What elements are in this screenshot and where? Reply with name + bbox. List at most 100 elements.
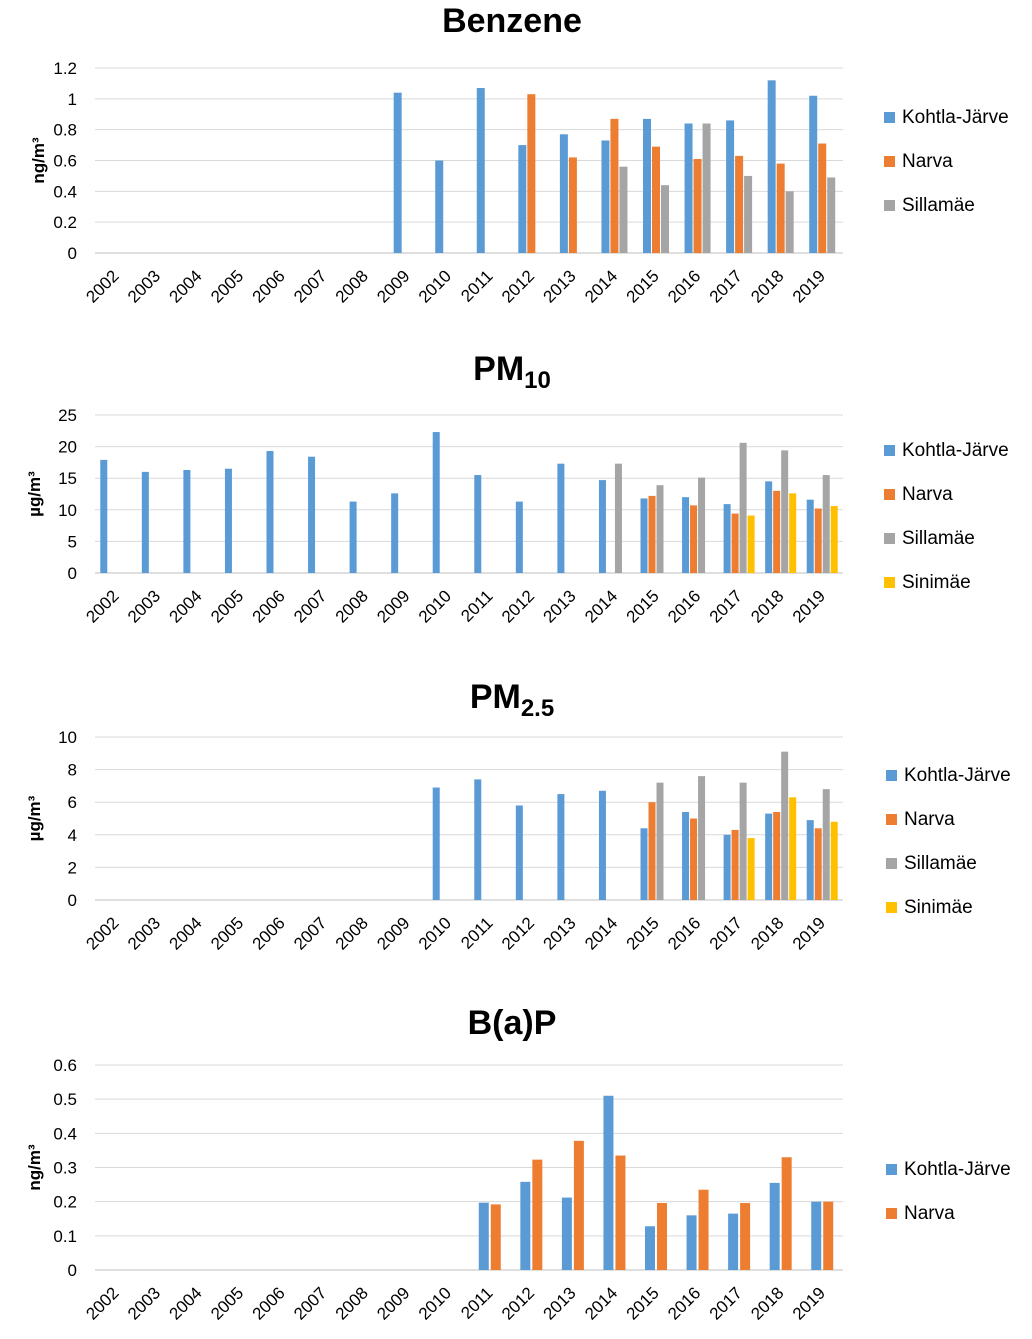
legend-swatch-narva	[884, 489, 895, 500]
bar-kohtla-j-rve-2010	[435, 160, 444, 253]
y-tick-label: 2	[68, 858, 77, 877]
x-tick-label: 2006	[249, 913, 289, 953]
x-tick-label: 2008	[332, 266, 372, 306]
bar-narva-2017	[735, 155, 744, 253]
x-tick-label: 2010	[415, 913, 455, 953]
y-tick-label: 0	[68, 244, 77, 263]
x-tick-label: 2002	[82, 1283, 122, 1323]
bar-kohtla-j-rve-2011	[474, 779, 482, 900]
bar-kohtla-j-rve-2011	[478, 1202, 489, 1270]
x-tick-label: 2014	[581, 913, 621, 953]
bar-kohtla-j-rve-2009	[393, 92, 402, 254]
bar-kohtla-j-rve-2013	[561, 1197, 572, 1270]
x-tick-label: 2010	[415, 1283, 455, 1323]
bar-kohtla-j-rve-2013	[557, 794, 565, 900]
bar-sillam-e-2014	[619, 166, 628, 253]
bar-kohtla-j-rve-2011	[474, 475, 482, 573]
bar-narva-2013	[573, 1140, 584, 1270]
x-tick-label: 2008	[332, 1283, 372, 1323]
y-tick-label: 0.2	[53, 213, 77, 232]
bar-narva-2019	[818, 143, 827, 253]
x-tick-label: 2015	[623, 1283, 663, 1323]
legend-swatch-kohtla-j-rve	[884, 112, 895, 123]
bar-sinim-e-2019	[830, 821, 838, 900]
x-tick-label: 2003	[124, 913, 164, 953]
y-tick-label: 1	[68, 90, 77, 109]
bar-narva-2016	[698, 1189, 709, 1270]
x-tick-label: 2019	[789, 266, 829, 306]
y-tick-label: 0	[68, 891, 77, 910]
bar-kohtla-j-rve-2015	[643, 118, 651, 253]
bar-kohtla-j-rve-2019	[809, 95, 818, 253]
x-tick-label: 2004	[166, 913, 206, 953]
chart-panel-pm10: PM10 0 5 10 15 20 25 µg/m³ 2002 2003 2004 2005 2006 2…	[0, 335, 1032, 665]
y-tick-label: 0.3	[53, 1159, 77, 1178]
bar-kohtla-j-rve-2014	[598, 790, 606, 900]
x-tick-label: 2015	[623, 586, 663, 626]
legend-swatch-sillam-e	[884, 533, 895, 544]
x-tick-label: 2009	[373, 1283, 413, 1323]
x-tick-label: 2006	[249, 1283, 289, 1323]
x-tick-label: 2012	[498, 266, 538, 306]
x-tick-label: 2005	[207, 913, 247, 953]
x-tick-label: 2011	[457, 913, 496, 952]
y-tick-label: 0.1	[53, 1227, 77, 1246]
legend-swatch-sinim-e	[886, 902, 897, 913]
x-tick-label: 2016	[664, 266, 704, 306]
x-tick-label: 2002	[82, 913, 122, 953]
bar-kohtla-j-rve-2018	[765, 813, 773, 900]
bar-narva-2017	[731, 829, 739, 900]
chart-title-pm10: PM10	[473, 350, 551, 394]
bar-kohtla-j-rve-2016	[686, 1215, 697, 1270]
y-tick-label: 10	[58, 728, 77, 747]
y-tick-label: 25	[58, 406, 77, 425]
chart-title-benzene: Benzene	[442, 2, 582, 40]
bar-sillam-e-2018	[781, 751, 789, 900]
y-tick-label: 1.2	[53, 59, 77, 78]
x-tick-label: 2003	[124, 1283, 164, 1323]
x-tick-label: 2017	[706, 266, 746, 306]
bar-sillam-e-2015	[656, 782, 664, 900]
chart-title-subscript-pm25: 2.5	[521, 695, 554, 722]
x-tick-label: 2018	[747, 586, 787, 626]
x-tick-label: 2003	[124, 586, 164, 626]
bar-narva-2018	[776, 163, 785, 253]
bar-kohtla-j-rve-2016	[682, 497, 690, 573]
bar-kohtla-j-rve-2018	[765, 481, 773, 573]
x-tick-label: 2013	[540, 586, 580, 626]
x-tick-label: 2006	[249, 266, 289, 306]
bar-narva-2014	[610, 118, 619, 253]
legend-swatch-narva	[886, 814, 897, 825]
legend-label-narva: Narva	[902, 151, 953, 172]
x-tick-label: 2012	[498, 1283, 538, 1323]
chart-title-subscript-pm10: 10	[524, 367, 551, 394]
x-tick-label: 2007	[290, 266, 330, 306]
legend-label-narva: Narva	[902, 484, 953, 505]
y-tick-label: 20	[58, 438, 77, 457]
y-tick-label: 4	[68, 826, 77, 845]
bar-kohtla-j-rve-2010	[432, 787, 440, 900]
bar-narva-2012	[532, 1159, 543, 1270]
x-tick-label: 2012	[498, 586, 538, 626]
legend-label-sillam-e: Sillamäe	[904, 853, 977, 874]
chart-panel-bap: B(a)P 0 0.1 0.2 0.3 0.4 0.5 0.6 ng/m³ 2002 2003 200…	[0, 995, 1032, 1339]
x-tick-label: 2004	[166, 266, 206, 306]
x-tick-label: 2016	[664, 913, 704, 953]
y-tick-label: 8	[68, 761, 77, 780]
x-tick-label: 2005	[207, 1283, 247, 1323]
bar-sillam-e-2015	[656, 485, 664, 573]
y-tick-label: 0.4	[53, 182, 77, 201]
bar-sillam-e-2016	[698, 477, 706, 573]
bar-kohtla-j-rve-2015	[640, 498, 648, 573]
legend-swatch-kohtla-j-rve	[884, 445, 895, 456]
bar-kohtla-j-rve-2018	[769, 1182, 780, 1270]
legend-label-kohtla-j-rve: Kohtla-Järve	[902, 440, 1009, 461]
bar-kohtla-j-rve-2012	[518, 145, 527, 253]
bar-kohtla-j-rve-2013	[557, 463, 565, 573]
legend-swatch-sillam-e	[884, 200, 895, 211]
bar-sillam-e-2015	[661, 185, 669, 253]
y-tick-label: 0.5	[53, 1090, 77, 1109]
